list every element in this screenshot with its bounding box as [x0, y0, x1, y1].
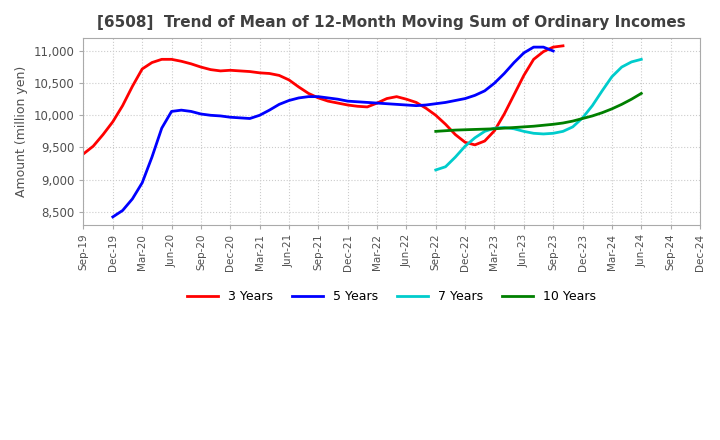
Title: [6508]  Trend of Mean of 12-Month Moving Sum of Ordinary Incomes: [6508] Trend of Mean of 12-Month Moving … — [97, 15, 686, 30]
Y-axis label: Amount (million yen): Amount (million yen) — [15, 66, 28, 197]
Legend: 3 Years, 5 Years, 7 Years, 10 Years: 3 Years, 5 Years, 7 Years, 10 Years — [182, 285, 601, 308]
